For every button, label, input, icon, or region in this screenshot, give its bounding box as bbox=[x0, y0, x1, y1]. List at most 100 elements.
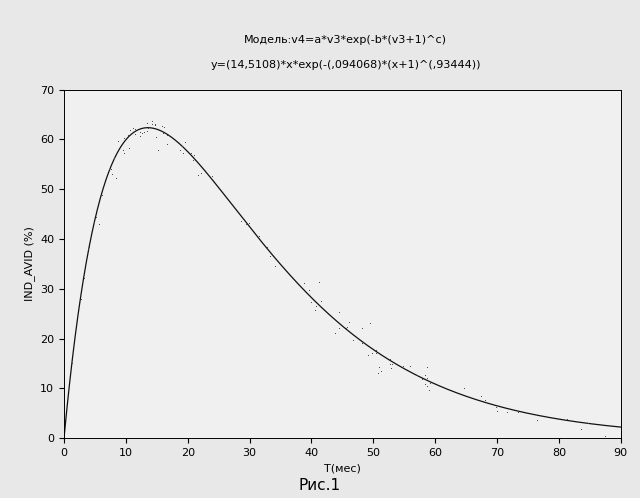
Point bbox=[582, 419, 593, 427]
Point bbox=[76, 295, 86, 303]
Point bbox=[344, 318, 354, 326]
Point bbox=[131, 130, 141, 138]
Point bbox=[374, 363, 384, 371]
Point bbox=[357, 339, 367, 347]
Point bbox=[422, 382, 432, 390]
Point bbox=[195, 169, 205, 177]
Point bbox=[189, 151, 199, 159]
Point bbox=[310, 302, 321, 310]
Point bbox=[424, 386, 435, 394]
Point bbox=[108, 153, 118, 161]
Point bbox=[143, 124, 153, 132]
Point bbox=[341, 324, 351, 332]
Point bbox=[118, 145, 128, 153]
Point bbox=[107, 170, 117, 178]
Point bbox=[135, 132, 145, 140]
Point bbox=[207, 172, 217, 180]
Point bbox=[459, 384, 469, 392]
Point bbox=[131, 125, 141, 133]
Text: y=(14,5108)*x*exp(-(,094068)*(x+1)^(,93444)): y=(14,5108)*x*exp(-(,094068)*(x+1)^(,934… bbox=[211, 60, 481, 70]
Point bbox=[492, 407, 502, 415]
Point bbox=[142, 119, 152, 127]
Point bbox=[122, 131, 132, 139]
Point bbox=[365, 320, 375, 328]
Point bbox=[334, 308, 344, 316]
Point bbox=[306, 298, 316, 306]
Point bbox=[89, 218, 99, 226]
Point bbox=[177, 142, 187, 150]
Point bbox=[476, 392, 486, 400]
Point bbox=[241, 220, 251, 228]
Point bbox=[104, 164, 115, 172]
Point bbox=[159, 124, 169, 131]
Point bbox=[84, 244, 95, 251]
Point bbox=[157, 129, 168, 137]
Point bbox=[119, 134, 129, 142]
Point bbox=[150, 132, 161, 140]
Point bbox=[139, 128, 149, 136]
Point bbox=[299, 279, 309, 287]
Point bbox=[124, 144, 134, 152]
X-axis label: T(мес): T(мес) bbox=[324, 464, 361, 474]
Point bbox=[330, 329, 340, 337]
Point bbox=[113, 136, 124, 144]
Point bbox=[128, 124, 138, 132]
Point bbox=[513, 408, 523, 416]
Point bbox=[420, 371, 430, 379]
Point bbox=[67, 359, 77, 367]
Point bbox=[376, 367, 387, 375]
Point bbox=[425, 378, 435, 386]
Point bbox=[385, 355, 395, 363]
Point bbox=[135, 128, 145, 136]
Point bbox=[150, 120, 161, 128]
Point bbox=[97, 191, 107, 199]
Point bbox=[420, 379, 430, 387]
Point bbox=[386, 365, 396, 373]
Point bbox=[253, 232, 264, 240]
Point bbox=[118, 149, 129, 157]
Point bbox=[333, 324, 344, 332]
Point bbox=[491, 403, 501, 411]
Point bbox=[316, 297, 326, 305]
Point bbox=[186, 149, 196, 157]
Point bbox=[417, 375, 428, 383]
Point bbox=[404, 362, 415, 370]
Point bbox=[91, 214, 101, 222]
Point bbox=[502, 408, 513, 416]
Point bbox=[236, 217, 246, 225]
Point bbox=[147, 118, 157, 125]
Point bbox=[106, 165, 116, 173]
Point bbox=[244, 219, 254, 227]
Point bbox=[147, 121, 157, 128]
Point bbox=[150, 121, 160, 128]
Point bbox=[532, 416, 542, 424]
Point bbox=[137, 129, 147, 137]
Point bbox=[188, 156, 198, 164]
Point bbox=[265, 252, 275, 260]
Point bbox=[78, 274, 88, 282]
Point bbox=[262, 244, 273, 251]
Point bbox=[422, 374, 433, 382]
Point bbox=[175, 146, 186, 154]
Point bbox=[142, 127, 152, 135]
Point bbox=[367, 349, 377, 357]
Point bbox=[371, 349, 381, 357]
Point bbox=[310, 306, 320, 314]
Point bbox=[153, 146, 163, 154]
Point bbox=[162, 140, 172, 148]
Point bbox=[125, 126, 135, 134]
Text: Рис.1: Рис.1 bbox=[299, 478, 341, 493]
Y-axis label: IND_AVID (%): IND_AVID (%) bbox=[24, 227, 35, 301]
Point bbox=[562, 415, 572, 423]
Text: Модель:v4=a*v3*exp(-b*(v3+1)^c): Модель:v4=a*v3*exp(-b*(v3+1)^c) bbox=[244, 35, 447, 45]
Point bbox=[385, 361, 395, 369]
Point bbox=[372, 369, 383, 377]
Point bbox=[348, 336, 358, 344]
Point bbox=[270, 262, 280, 270]
Point bbox=[111, 174, 121, 182]
Point bbox=[94, 220, 104, 228]
Point bbox=[180, 138, 191, 146]
Point bbox=[576, 425, 586, 433]
Point bbox=[161, 131, 172, 139]
Point bbox=[363, 351, 373, 359]
